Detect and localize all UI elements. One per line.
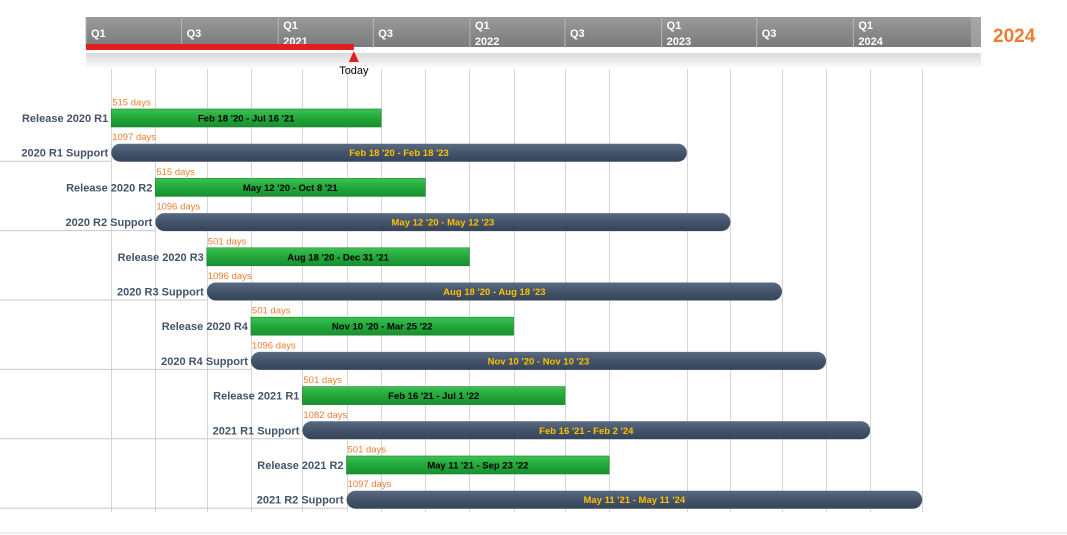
task-name: Release 2020 R1 bbox=[22, 113, 108, 125]
task-duration: 1082 days bbox=[303, 410, 347, 421]
release-bar[interactable] bbox=[206, 247, 470, 267]
task-name: Release 2021 R2 bbox=[257, 460, 343, 472]
task-name: Release 2021 R1 bbox=[213, 391, 299, 403]
task-row: Release 2020 R3 Aug 18 '20 - Dec 31 '21 50… bbox=[118, 236, 470, 267]
today-label: Today bbox=[339, 65, 369, 77]
task-duration: 1097 days bbox=[348, 479, 392, 490]
task-date-range: Nov 10 '20 - Nov 10 '23 bbox=[488, 356, 590, 367]
task-name: 2021 R1 Support bbox=[213, 425, 300, 437]
timescale-band bbox=[86, 17, 981, 47]
task-row: Release 2020 R4 Nov 10 '20 - Mar 25 '22 50… bbox=[162, 306, 514, 336]
quarter-label: Q1 bbox=[91, 28, 106, 40]
year-label: 2023 bbox=[667, 36, 691, 48]
task-row: Release 2020 R1 Feb 18 '20 - Jul 16 '21 51… bbox=[22, 98, 382, 128]
quarter-label: Q3 bbox=[570, 28, 585, 40]
support-bar[interactable] bbox=[302, 421, 871, 440]
timescale-shadow bbox=[86, 53, 981, 69]
task-duration: 501 days bbox=[252, 306, 291, 317]
task-date-range: May 12 '20 - Oct 8 '21 bbox=[243, 183, 339, 194]
task-date-range: Feb 18 '20 - Jul 16 '21 bbox=[198, 114, 295, 125]
task-date-range: May 11 '21 - May 11 '24 bbox=[583, 495, 685, 506]
task-duration: 1097 days bbox=[112, 132, 156, 143]
task-name: 2020 R4 Support bbox=[161, 356, 248, 368]
release-bar[interactable] bbox=[155, 178, 426, 197]
quarter-label: Q3 bbox=[187, 28, 202, 40]
task-date-range: Feb 18 '20 - Feb 18 '23 bbox=[349, 148, 449, 159]
task-duration: 1096 days bbox=[252, 340, 296, 351]
task-row: 2020 R2 Support May 12 '20 - May 12 '23 10… bbox=[0, 202, 731, 232]
task-date-range: May 12 '20 - May 12 '23 bbox=[392, 218, 495, 229]
task-name: Release 2020 R2 bbox=[66, 182, 152, 194]
task-date-range: Aug 18 '20 - Aug 18 '23 bbox=[443, 287, 545, 298]
task-date-range: Feb 16 '21 - Jul 1 '22 bbox=[388, 391, 479, 402]
quarter-label: Q1 bbox=[283, 20, 298, 32]
task-duration: 501 days bbox=[348, 445, 387, 456]
task-duration: 515 days bbox=[156, 167, 195, 178]
release-bar[interactable] bbox=[346, 455, 610, 475]
support-bar[interactable] bbox=[250, 351, 827, 370]
task-date-range: May 11 '21 - Sep 23 '22 bbox=[427, 461, 528, 472]
task-name: 2021 R2 Support bbox=[257, 495, 344, 507]
today-progress-bar bbox=[86, 44, 354, 50]
quarter-label: Q1 bbox=[858, 20, 873, 32]
quarter-label: Q3 bbox=[378, 28, 393, 40]
task-row: Release 2021 R2 May 11 '21 - Sep 23 '22 50… bbox=[257, 445, 610, 475]
end-year-label: 2024 bbox=[993, 26, 1036, 47]
task-name: 2020 R3 Support bbox=[117, 287, 204, 299]
year-label: 2024 bbox=[858, 36, 883, 48]
task-duration: 501 days bbox=[208, 236, 247, 247]
task-row: 2020 R4 Support Nov 10 '20 - Nov 10 '23 10… bbox=[0, 340, 827, 370]
task-duration: 501 days bbox=[303, 375, 342, 386]
task-name: Release 2020 R4 bbox=[162, 321, 249, 333]
task-row: 2020 R3 Support Aug 18 '20 - Aug 18 '23 10… bbox=[0, 271, 782, 301]
task-date-range: Nov 10 '20 - Mar 25 '22 bbox=[332, 322, 433, 333]
task-name: Release 2020 R3 bbox=[118, 252, 204, 264]
support-bar[interactable] bbox=[155, 213, 731, 232]
task-row: 2021 R2 Support May 11 '21 - May 11 '24 10… bbox=[0, 479, 923, 509]
task-date-range: Aug 18 '20 - Dec 31 '21 bbox=[287, 252, 389, 263]
task-duration: 1096 days bbox=[208, 271, 252, 282]
task-row: Release 2020 R2 May 12 '20 - Oct 8 '21 515… bbox=[66, 167, 426, 197]
support-bar[interactable] bbox=[206, 282, 782, 301]
task-duration: 1096 days bbox=[156, 202, 200, 213]
task-name: 2020 R1 Support bbox=[21, 148, 108, 160]
task-rows: Release 2020 R1 Feb 18 '20 - Jul 16 '21 51… bbox=[0, 98, 923, 509]
task-row: 2020 R1 Support Feb 18 '20 - Feb 18 '23 10… bbox=[0, 132, 687, 162]
task-row: 2021 R1 Support Feb 16 '21 - Feb 2 '24 108… bbox=[0, 410, 871, 440]
quarter-label: Q1 bbox=[475, 20, 490, 32]
task-row: Release 2021 R1 Feb 16 '21 - Jul 1 '22 501… bbox=[213, 375, 566, 405]
task-date-range: Feb 16 '21 - Feb 2 '24 bbox=[539, 426, 634, 437]
support-bar[interactable] bbox=[111, 143, 687, 162]
release-bar[interactable] bbox=[302, 386, 566, 405]
support-bar[interactable] bbox=[346, 490, 923, 509]
today-marker-icon bbox=[348, 51, 359, 62]
quarter-label: Q3 bbox=[762, 28, 777, 40]
task-name: 2020 R2 Support bbox=[66, 217, 153, 229]
task-duration: 515 days bbox=[112, 98, 151, 109]
release-bar[interactable] bbox=[250, 316, 514, 336]
timescale-band-end bbox=[971, 17, 981, 47]
release-bar[interactable] bbox=[110, 108, 382, 128]
quarter-label: Q1 bbox=[667, 20, 682, 32]
year-label: 2022 bbox=[475, 36, 499, 48]
